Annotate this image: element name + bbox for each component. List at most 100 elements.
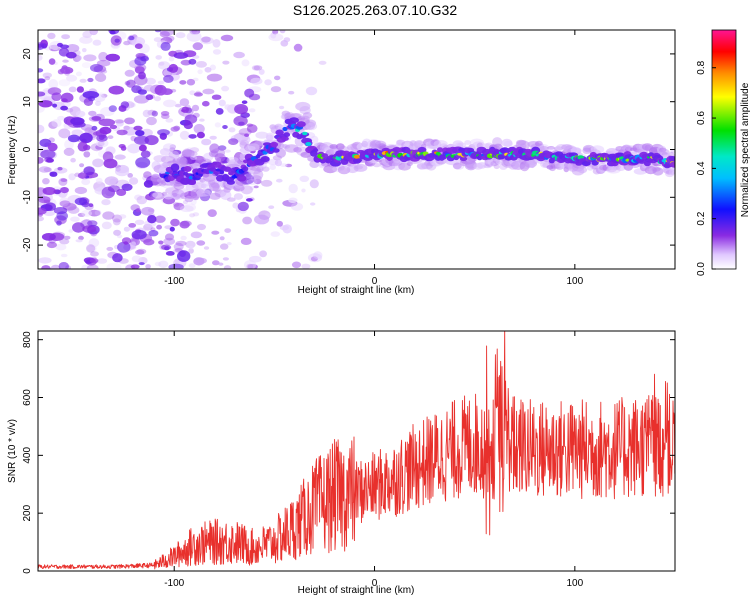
spectrogram-cell: [215, 108, 224, 115]
spectrogram-cell: [288, 197, 298, 204]
spectrogram-cell: [279, 30, 286, 34]
spectrogram-cell: [114, 154, 126, 160]
spectrogram-cell: [307, 253, 323, 263]
spectrogram-cell: [202, 88, 215, 95]
spectrogram-cell: [79, 163, 85, 168]
spectrogram-cell: [289, 117, 299, 124]
spectrogram-cell: [39, 138, 52, 147]
spectrogram-cell: [154, 215, 166, 223]
spectrogram-cell: [209, 135, 217, 140]
spectrogram-cell: [214, 153, 226, 162]
spectrogram-cell: [253, 185, 259, 189]
spectrogram-cell: [94, 209, 102, 216]
y-tick-label: 20: [22, 48, 33, 60]
x-tick-label: 100: [566, 276, 583, 287]
spectrogram-cell: [103, 158, 118, 169]
spectrogram-cell: [168, 56, 175, 62]
spectrogram-cell: [302, 131, 308, 136]
spectrogram-cell: [115, 167, 121, 172]
spectrogram-cell: [153, 155, 166, 162]
spectrogram-cell: [318, 60, 327, 65]
spectrogram-cell: [301, 188, 306, 193]
spectrogram-cell: [46, 241, 58, 249]
colorbar: 0.0 0.2 0.4 0.6 0.8 Normalized spectral ampl…: [696, 29, 750, 276]
spectrogram-xlabel: Height of straight line (km): [298, 285, 415, 296]
colorbar-ticks: 0.0 0.2 0.4 0.6 0.8: [696, 60, 716, 276]
spectrogram-cell: [264, 79, 272, 86]
spectrogram-cell: [86, 264, 99, 269]
spectrogram-cell: [140, 55, 150, 62]
spectrogram-cell: [89, 258, 99, 264]
spectrogram-cell: [38, 157, 44, 164]
spectrogram-cell: [43, 199, 51, 204]
spectrogram-cell: [236, 175, 247, 182]
spectrogram-cell: [254, 214, 270, 225]
spectrogram-cell: [250, 77, 263, 85]
spectrogram-cell: [157, 129, 170, 136]
spectrogram-cell: [127, 173, 133, 178]
spectrogram-cell: [301, 263, 311, 269]
spectrogram-cell: [197, 69, 203, 75]
spectrogram-cell: [44, 76, 51, 81]
spectrogram-cell: [81, 264, 90, 269]
spectrogram-cell: [72, 222, 85, 233]
spectrogram-cell: [200, 36, 214, 45]
spectrogram-cell: [188, 245, 194, 250]
spectrogram-cell: [92, 131, 103, 136]
spectrogram-cell: [459, 156, 468, 162]
spectrogram-cell: [75, 239, 83, 243]
spectrogram-cell: [158, 61, 171, 70]
spectrogram-cell: [162, 162, 170, 168]
spectrogram-cell: [67, 206, 80, 214]
spectrogram-cell: [112, 214, 123, 223]
spectrogram-cell: [109, 124, 118, 130]
spectrogram-cell: [163, 193, 174, 200]
spectrogram-cell: [282, 224, 293, 234]
spectrogram-cell: [60, 105, 68, 111]
spectrogram-cell: [109, 30, 116, 35]
spectrogram-cell: [190, 231, 203, 239]
spectrogram-cell: [180, 235, 187, 241]
spectrogram-cell: [59, 238, 70, 245]
spectrogram-cell: [189, 213, 196, 218]
spectrogram-cell: [95, 73, 107, 82]
spectrogram-cell: [283, 132, 291, 138]
spectrogram-cell: [195, 257, 207, 264]
spectrogram-cell: [160, 41, 171, 51]
spectrogram-cell: [329, 144, 339, 150]
spectrogram-cell: [60, 187, 69, 194]
spectrogram-cell: [206, 73, 223, 82]
spectrogram-cell: [201, 36, 211, 43]
spectrogram-cell: [188, 58, 197, 65]
spectrogram-cell: [193, 92, 203, 97]
spectrogram-cell: [590, 145, 605, 154]
spectrogram-cell: [276, 220, 283, 227]
spectrogram-cell: [145, 264, 151, 269]
spectrogram-cell: [133, 125, 143, 131]
spectrogram-cell: [321, 153, 329, 159]
spectrogram-cell: [335, 143, 345, 151]
spectrogram-cell: [136, 248, 147, 255]
spectrogram-cell: [116, 129, 128, 136]
x-tick-label: -100: [164, 276, 184, 287]
colorbar-label: Normalized spectral amplitude: [740, 82, 750, 217]
spectrogram-cell: [192, 162, 201, 169]
spectrogram-cell: [38, 257, 52, 264]
spectrogram-cell: [184, 203, 196, 212]
spectrogram-cell: [77, 172, 87, 179]
spectrogram-cell: [493, 164, 500, 170]
spectrogram-cell: [218, 99, 226, 107]
spectrogram-cell: [246, 263, 254, 269]
spectrogram-cell: [158, 240, 164, 245]
spectrogram-cell: [658, 148, 670, 156]
spectrogram-cell: [145, 94, 154, 101]
spectrogram-cell: [281, 136, 289, 141]
spectrogram-cell: [165, 118, 174, 123]
spectrogram-cell: [134, 43, 143, 49]
spectrogram-cell: [228, 138, 239, 146]
spectrogram-cell: [186, 78, 196, 86]
spectrogram-cell: [223, 265, 232, 269]
spectrogram-cell: [121, 183, 133, 191]
spectrogram-cell: [105, 53, 121, 62]
